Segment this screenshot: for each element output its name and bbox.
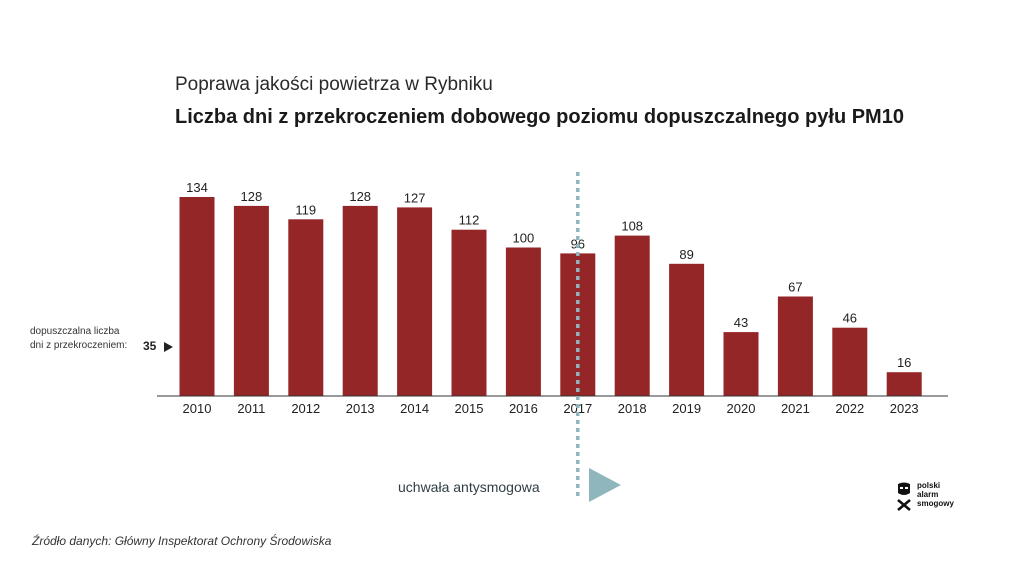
tick-label-2021: 2021	[781, 401, 810, 416]
source-note: Źródło danych: Główny Inspektorat Ochron…	[32, 534, 332, 548]
policy-arrow-icon	[589, 468, 621, 502]
tick-label-2022: 2022	[835, 401, 864, 416]
threshold-value: 35	[143, 339, 157, 353]
tick-label-2013: 2013	[346, 401, 375, 416]
logo: polski alarm smogowy	[895, 481, 975, 517]
tick-label-2010: 2010	[183, 401, 212, 416]
bar-2019	[669, 263, 705, 396]
tick-label-2015: 2015	[455, 401, 484, 416]
data-label-2013: 128	[349, 189, 371, 204]
threshold-arrow-icon	[164, 342, 173, 352]
tick-label-2020: 2020	[727, 401, 756, 416]
logo-line2: alarm	[917, 490, 939, 499]
data-label-2011: 128	[241, 189, 263, 204]
bar-2023	[886, 372, 922, 396]
logo-text: polski alarm smogowy	[917, 481, 954, 508]
logo-line3: smogowy	[917, 499, 954, 508]
bar-2012	[288, 219, 324, 396]
threshold-label: dopuszczalna liczba dni z przekroczeniem…	[30, 325, 156, 353]
tick-label-2012: 2012	[291, 401, 320, 416]
threshold-label-line1: dopuszczalna liczba	[30, 326, 120, 337]
data-label-2023: 16	[897, 355, 911, 370]
logo-line1: polski	[917, 481, 941, 490]
bar-2020	[723, 332, 759, 396]
bar-2018	[614, 235, 650, 396]
bar-2014	[397, 207, 433, 396]
data-label-2014: 127	[404, 190, 426, 205]
bar-2011	[233, 205, 269, 396]
bar-2015	[451, 229, 487, 396]
tick-label-2016: 2016	[509, 401, 538, 416]
tick-label-2023: 2023	[890, 401, 919, 416]
data-label-2022: 46	[843, 311, 857, 326]
data-label-2010: 134	[186, 180, 208, 195]
data-label-2012: 119	[295, 202, 316, 217]
data-label-2018: 108	[621, 219, 643, 234]
data-label-2016: 100	[513, 231, 535, 246]
bar-2013	[342, 205, 378, 396]
threshold-label-line2: dni z przekroczeniem:	[30, 340, 128, 351]
policy-label: uchwała antysmogowa	[398, 479, 540, 495]
bar-2016	[505, 247, 541, 396]
data-label-2019: 89	[679, 247, 693, 262]
chart-subtitle: Liczba dni z przekroczeniem dobowego poz…	[175, 106, 904, 128]
tick-label-2014: 2014	[400, 401, 429, 416]
data-label-2015: 112	[459, 213, 480, 228]
bar-2022	[832, 327, 868, 396]
data-label-2017: 96	[571, 236, 585, 251]
data-label-2021: 67	[788, 280, 802, 295]
tick-label-2017: 2017	[563, 401, 592, 416]
tick-label-2019: 2019	[672, 401, 701, 416]
alarm-mask-icon	[897, 482, 911, 511]
bar-2010	[179, 197, 215, 396]
chart-title: Poprawa jakości powietrza w Rybniku	[175, 74, 493, 95]
tick-label-2018: 2018	[618, 401, 647, 416]
bar-2021	[777, 296, 813, 396]
tick-label-2011: 2011	[237, 401, 265, 416]
data-label-2020: 43	[734, 315, 748, 330]
